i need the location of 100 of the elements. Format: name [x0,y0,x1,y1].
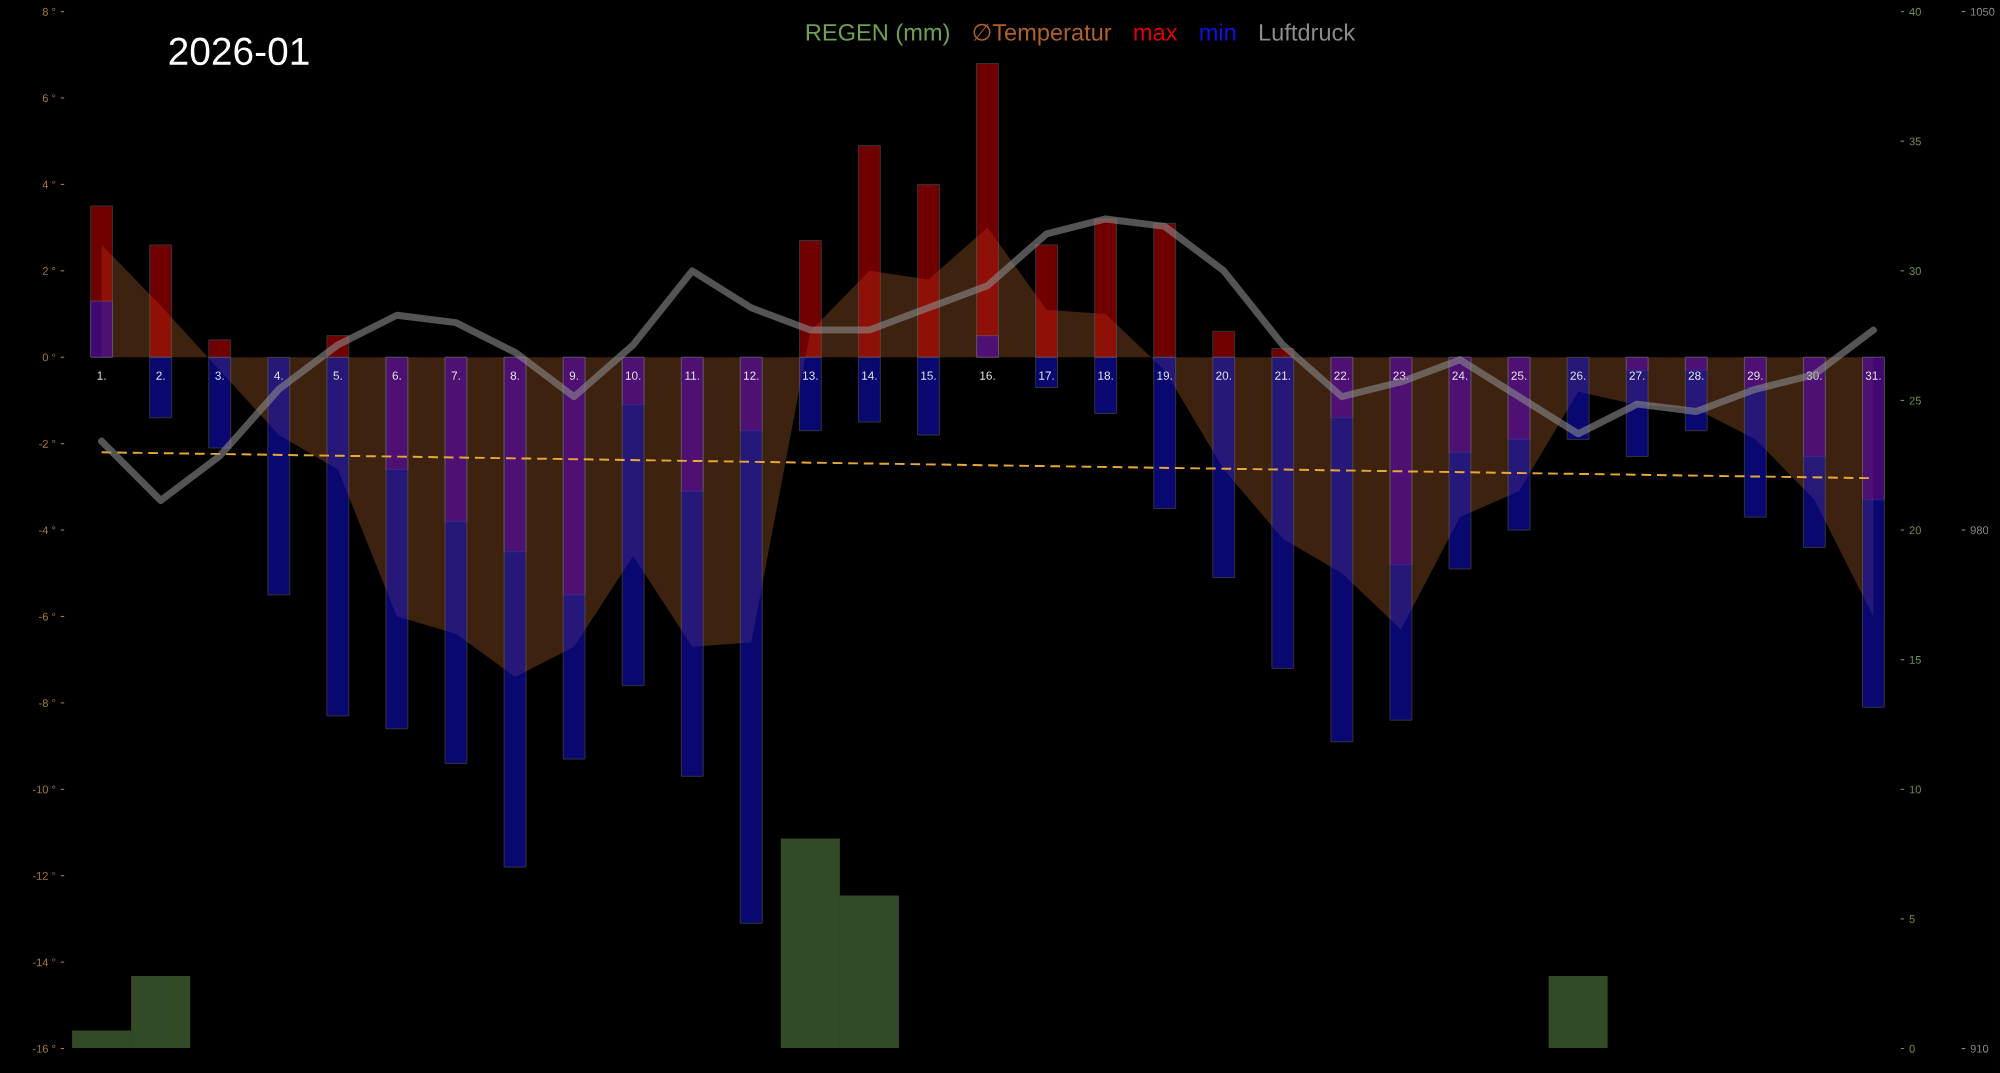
bar [149,244,173,358]
bar [562,356,586,760]
bar [1212,330,1236,358]
y-tick-label: -16 ° [32,1044,56,1053]
y2-tick-label: 15 [1909,656,1921,664]
x-tick-label: 31. [1865,371,1881,380]
x-tick-label: 28. [1688,371,1704,380]
x-tick-label: 22. [1334,371,1350,380]
text: max [1134,27,1178,41]
bar [72,1030,132,1049]
bar [208,356,232,449]
bar [839,895,899,1049]
bar [1153,222,1177,358]
text: ∅Temperatur [973,23,1112,46]
y-tick-label: -8 ° [39,699,56,708]
bar [1035,356,1058,388]
y3-tick-label: 910 [1970,1044,1989,1053]
y-tick-label: 4 ° [42,180,56,189]
y2-tick-label: 40 [1909,7,1921,16]
y2-tick-label: 35 [1909,137,1921,146]
y2-tick-label: 5 [1909,915,1915,924]
bar [798,356,822,432]
bar [1862,356,1885,708]
x-tick-label: 26. [1570,371,1586,380]
bar [208,339,232,358]
y3-tick-label: 980 [1970,526,1989,535]
x-tick-label: 18. [1098,371,1113,380]
y-tick-label: 6 ° [42,94,56,103]
bar [1448,356,1472,570]
y2-tick-label: 0 [1909,1044,1915,1053]
bar [149,356,173,419]
x-tick-label: 1. [97,371,106,380]
y-tick-label: 8 ° [42,7,56,16]
bar [857,145,881,358]
bar [976,335,999,358]
bar [1389,356,1413,721]
y-tick-label: -6 ° [39,612,56,621]
bar [90,300,114,358]
x-tick-label: 5. [333,371,342,380]
x-tick-label: 11. [685,371,699,380]
bar [1094,356,1118,414]
x-tick-label: 25. [1511,371,1527,380]
y-tick-label: -10 ° [32,785,56,794]
bar [267,356,291,596]
bar [798,240,822,358]
bar [131,975,191,1049]
y2-tick-label: 20 [1909,526,1921,535]
x-tick-label: 21. [1275,371,1290,380]
y2-tick-label: 10 [1909,785,1921,794]
x-tick-label: 3. [215,371,224,380]
bar [444,356,468,764]
text: Luftdruck [1259,23,1356,41]
bar [917,356,940,436]
x-tick-label: 8. [510,371,519,380]
bar [1212,356,1236,579]
x-tick-label: 4. [274,371,283,380]
bar [917,183,940,358]
x-tick-label: 16. [980,371,995,380]
y-tick-label: 2 ° [42,267,56,275]
x-tick-label: 19. [1157,371,1172,380]
bar [503,356,527,868]
bar [1153,356,1177,509]
y3-tick-label: 1050 [1970,7,1995,16]
text: REGEN (mm) [806,23,949,46]
y-tick-label: -12 ° [32,871,56,880]
x-tick-label: 10. [625,371,641,380]
y-tick-label: -4 ° [39,526,56,535]
bar [1330,356,1354,743]
bar [1548,975,1608,1049]
x-tick-label: 29. [1747,371,1763,380]
x-tick-label: 24. [1452,371,1468,380]
text: min [1200,23,1236,41]
x-tick-label: 6. [392,371,401,380]
y-tick-label: -2 ° [39,439,56,448]
bar [739,356,763,924]
y-tick-label: 0 ° [42,353,56,362]
bar [326,356,350,717]
bar [680,356,704,777]
bar [780,838,840,1049]
x-tick-label: 12. [743,371,759,380]
bar [385,356,409,730]
bar [1507,356,1531,531]
bar [1271,356,1295,669]
x-tick-label: 17. [1039,371,1054,380]
y2-tick-label: 25 [1909,396,1921,405]
bar [857,356,881,423]
bar [621,356,645,687]
bar [1625,356,1649,458]
x-tick-label: 20. [1216,371,1231,380]
bar [1743,356,1767,518]
x-tick-label: 2. [156,371,165,380]
bar [1684,356,1708,432]
y2-tick-label: 30 [1909,267,1921,275]
x-tick-label: 9. [569,371,578,380]
x-tick-label: 15. [921,371,936,380]
x-tick-label: 23. [1393,371,1409,380]
y-tick-label: -14 ° [32,958,56,967]
x-tick-label: 14. [862,371,877,380]
x-tick-label: 7. [451,371,460,380]
x-tick-label: 13. [803,371,818,380]
